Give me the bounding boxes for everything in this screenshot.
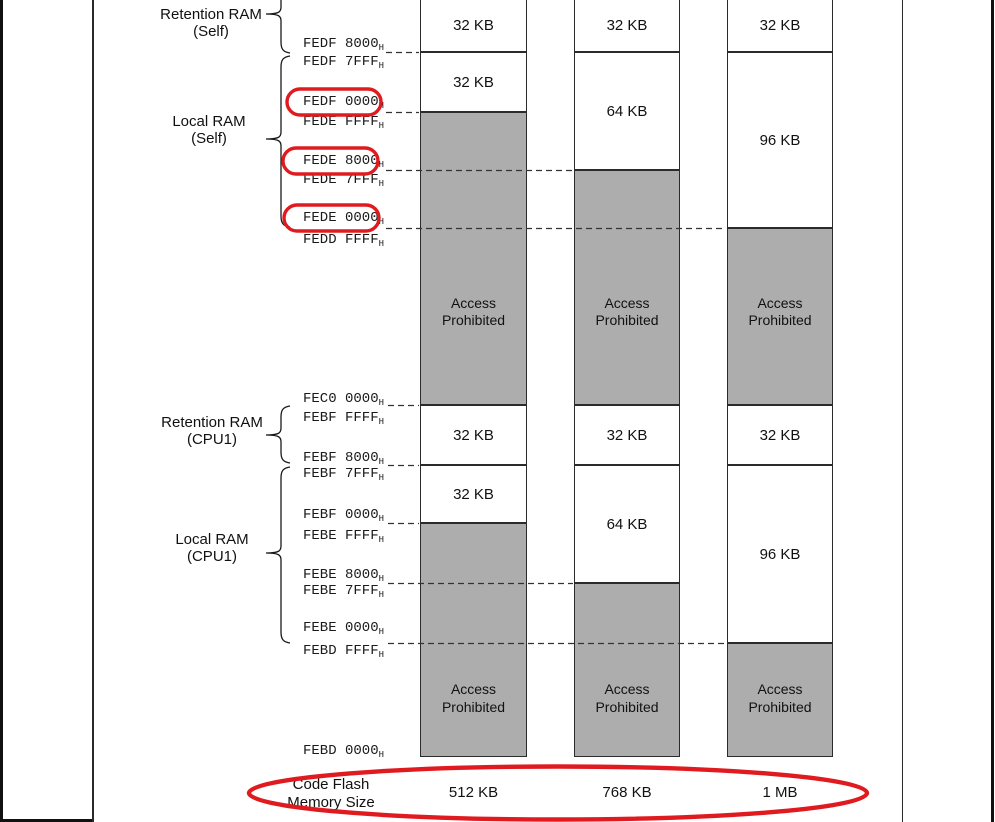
address-label: FEC0 0000H xyxy=(303,391,385,408)
table-rule-left-inner xyxy=(92,0,94,822)
address-label: FEBE 0000H xyxy=(303,620,385,637)
access-prohibited-block xyxy=(574,583,680,757)
code-flash-size-value-2: 768 KB xyxy=(602,784,652,801)
address-label: FEBD FFFFH xyxy=(303,643,385,660)
code-flash-memory-size-label: Code Flash Memory Size xyxy=(254,776,408,811)
block-size-label: 32 KB xyxy=(606,426,648,444)
group-label-line: Retention RAM xyxy=(160,6,262,23)
code-flash-size-value-1: 512 KB xyxy=(448,784,499,801)
ram-size-block: 32 KB xyxy=(727,0,833,52)
access-prohibited-label: Access Prohibited xyxy=(748,681,812,715)
address-label: FEDF 7FFFH xyxy=(303,54,385,71)
ram-size-block: 64 KB xyxy=(574,52,680,170)
ram-group-label-retention-cpu1: Retention RAM (CPU1) xyxy=(122,414,302,448)
access-prohibited-block xyxy=(574,170,680,405)
address-label: FEBF 0000H xyxy=(303,507,385,524)
access-prohibited-label: Access Prohibited xyxy=(595,681,659,715)
block-size-label: 96 KB xyxy=(759,131,801,149)
address-label-highlighted: FEDF 0000H xyxy=(303,94,385,111)
access-prohibited-block xyxy=(727,643,833,757)
address-label: FEBE 7FFFH xyxy=(303,583,385,600)
address-label-highlighted: FEDE 8000H xyxy=(303,153,385,170)
block-size-label: 32 KB xyxy=(606,17,648,34)
table-rule-right-inner xyxy=(902,0,904,822)
ram-group-label-local-self: Local RAM (Self) xyxy=(119,113,299,147)
address-label: FEBF 8000H xyxy=(303,450,385,467)
footer-label-line: Memory Size xyxy=(287,793,375,811)
table-rule-bottom-left xyxy=(0,818,92,822)
access-prohibited-block xyxy=(727,228,833,405)
block-size-label: 32 KB xyxy=(453,17,494,34)
memory-column-3: 32 KB 96 KB 32 KB 96 KB Access Prohibited Acce… xyxy=(727,0,833,757)
ram-size-block: 96 KB xyxy=(727,52,833,228)
group-label-line: Retention RAM xyxy=(161,414,263,431)
access-prohibited-label: Access Prohibited xyxy=(441,681,506,715)
address-label: FEBE 8000H xyxy=(303,567,385,584)
group-label-line: (Self) xyxy=(193,22,229,40)
access-prohibited-label: Access Prohibited xyxy=(595,295,659,328)
ram-size-block: 96 KB xyxy=(727,465,833,643)
group-label-line: Local RAM xyxy=(172,113,246,130)
ram-size-block: 32 KB xyxy=(574,0,680,52)
address-label: FEDD FFFFH xyxy=(303,232,385,249)
code-flash-size-value-3: 1 MB xyxy=(762,784,798,801)
footer-label-line: Code Flash xyxy=(292,776,370,793)
access-prohibited-label: Access Prohibited xyxy=(748,295,812,328)
group-label-line: (CPU1) xyxy=(186,547,237,565)
block-size-label: 32 KB xyxy=(453,73,494,91)
block-size-label: 32 KB xyxy=(453,426,494,444)
address-label: FEDE 7FFFH xyxy=(303,172,385,189)
ram-size-block: 32 KB xyxy=(727,405,833,465)
group-label-line: (Self) xyxy=(191,129,227,147)
group-label-line: Local RAM xyxy=(175,531,249,548)
table-rule-right-outer xyxy=(991,0,994,822)
ram-group-label-retention-self: Retention RAM (Self) xyxy=(121,6,301,40)
address-label: FEDF 8000H xyxy=(303,36,385,53)
memory-column-1: 32 KB 32 KB 32 KB 32 KB Access Prohibited Acce… xyxy=(420,0,527,757)
address-label: FEBE FFFFH xyxy=(303,528,385,545)
address-label: FEBD 0000H xyxy=(303,743,385,760)
address-label: FEBF FFFFH xyxy=(303,410,385,427)
group-label-line: (CPU1) xyxy=(186,430,237,448)
ram-size-block: 32 KB xyxy=(420,52,527,112)
table-rule-left-outer xyxy=(0,0,3,822)
block-size-label: 96 KB xyxy=(759,545,801,563)
access-prohibited-block xyxy=(420,112,527,405)
address-label: FEBF 7FFFH xyxy=(303,466,385,483)
ram-size-block: 32 KB xyxy=(420,0,527,52)
access-prohibited-label: Access Prohibited xyxy=(441,295,506,328)
address-label-highlighted: FEDE 0000H xyxy=(303,210,385,227)
block-size-label: 32 KB xyxy=(453,485,494,503)
ram-size-block: 64 KB xyxy=(574,465,680,583)
ram-size-block: 32 KB xyxy=(574,405,680,465)
block-size-label: 64 KB xyxy=(606,515,648,533)
ram-size-block: 32 KB xyxy=(420,465,527,523)
address-label: FEDE FFFFH xyxy=(303,114,385,131)
block-size-label: 64 KB xyxy=(606,102,648,120)
memory-column-2: 32 KB 64 KB 32 KB 64 KB Access Prohibited Acce… xyxy=(574,0,680,757)
ram-group-label-local-cpu1: Local RAM (CPU1) xyxy=(122,531,302,565)
access-prohibited-block xyxy=(420,523,527,757)
ram-size-block: 32 KB xyxy=(420,405,527,465)
block-size-label: 32 KB xyxy=(759,426,801,444)
block-size-label: 32 KB xyxy=(759,17,801,34)
